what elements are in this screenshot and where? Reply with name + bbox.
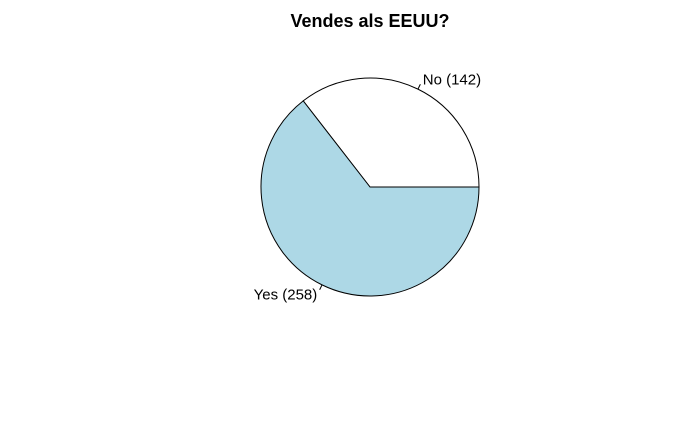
pie-slice-2 — [260, 100, 480, 297]
pie-label-2: Yes (258) — [254, 287, 318, 304]
pie-leader-line-1 — [417, 84, 421, 90]
pie-leader-line-2 — [319, 284, 323, 290]
pie-slices — [260, 77, 480, 297]
pie-label-1: No (142) — [423, 71, 481, 88]
pie-labels: No (142) Yes (258) — [254, 71, 482, 303]
chart-title: Vendes als EEUU? — [290, 11, 449, 31]
